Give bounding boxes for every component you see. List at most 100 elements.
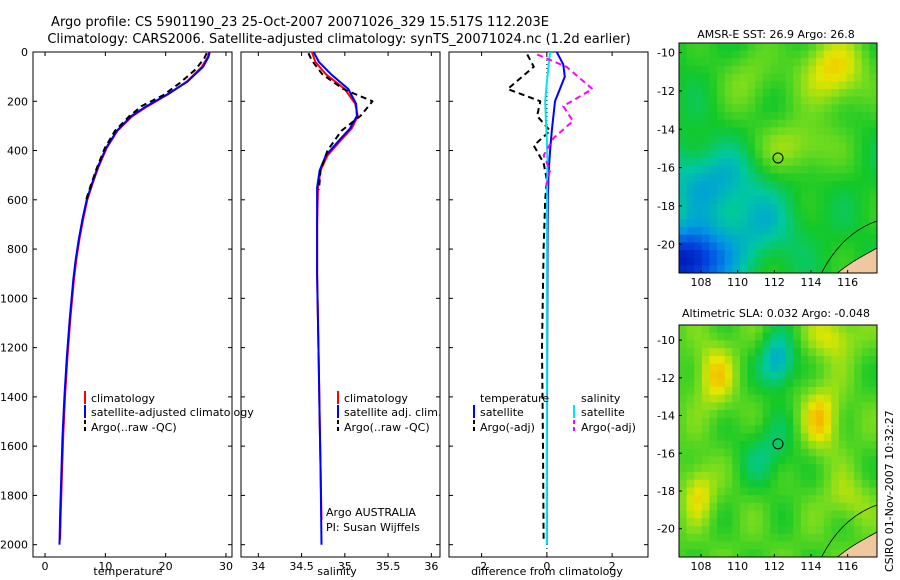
heatmap-cell [861,510,870,519]
heatmap-cell [679,510,688,519]
heatmap-cell [800,332,810,342]
heatmap-cell [808,227,817,236]
heatmap-cell [869,448,877,458]
heatmap-cell [778,265,787,273]
heatmap-cell [686,533,695,543]
heatmap-cell [770,188,779,197]
heatmap-cell [869,394,877,403]
heatmap-cell [709,135,718,144]
heatmap-cell [846,219,855,228]
heatmap-cell [739,379,749,388]
heatmap-cell [785,43,794,52]
heatmap-cell [785,448,794,458]
heatmap-cell [838,325,848,334]
heatmap-cell [679,81,688,90]
salinity-legend: climatology satellite adj. clim. Argo(..… [326,391,441,534]
heatmap-cell [869,96,877,105]
heatmap-cell [694,425,703,434]
heatmap-cell [739,227,749,236]
heatmap-cell [747,257,756,266]
heatmap-cell [686,165,695,174]
heatmap-cell [717,526,726,535]
heatmap-cell [831,526,840,535]
heatmap-cell [778,325,787,334]
heatmap-cell [800,265,810,273]
heatmap-cell [762,441,771,450]
heatmap-cell [869,127,877,136]
heatmap-cell [831,441,840,450]
heatmap-cell [686,448,695,458]
heatmap-cell [694,386,703,396]
heatmap-cell [793,471,802,481]
heatmap-cell [762,448,771,458]
heatmap-cell [679,112,688,121]
heatmap-cell [838,386,848,396]
heatmap-cell [869,433,877,442]
heatmap-cell [686,158,695,167]
heatmap-cell [831,234,840,243]
heatmap-cell [701,242,711,251]
heatmap-cell [846,250,855,259]
heatmap-cell [846,73,855,82]
heatmap-cell [823,379,832,388]
heatmap-cell [816,135,825,144]
heatmap-cell [823,96,832,105]
heatmap-cell [701,495,711,504]
shelf-contour [821,220,877,273]
heatmap-cell [701,502,711,512]
heatmap-cell [747,479,756,488]
heatmap-cell [816,464,825,473]
float-pi-label: PI: Susan Wijffels [326,521,420,534]
heatmap-cell [694,81,703,90]
heatmap-cell [816,510,825,519]
heatmap-cell [846,227,855,236]
difference-legend: temperature satellite Argo(-adj) salinit… [473,392,636,434]
heatmap-cell [869,425,877,434]
heatmap-cell [739,165,749,174]
heatmap-cell [732,441,741,450]
heatmap-cell [717,73,726,82]
heatmap-cell [816,257,825,266]
heatmap-cell [694,394,703,403]
heatmap-cell [816,471,825,481]
heatmap-cell [717,211,726,220]
heatmap-cell [854,518,863,527]
heatmap-cell [739,410,749,419]
heatmap-cell [808,510,817,519]
heatmap-cell [846,96,855,105]
heatmap-cell [808,234,817,243]
heatmap-cell [854,234,863,243]
heatmap-cell [778,394,787,403]
heatmap-cell [762,502,771,512]
heatmap-cell [846,394,855,403]
argo-location-marker [772,438,784,450]
heatmap-cell [755,502,764,512]
heatmap-cell [686,325,695,334]
heatmap-cell [800,127,810,136]
heatmap-cell [861,394,870,403]
heatmap-cell [770,96,779,105]
heatmap-cell [755,402,764,411]
heatmap-cell [854,96,863,105]
heatmap-cell [785,441,794,450]
heatmap-cell [854,158,863,167]
heatmap-cell [724,425,733,434]
heatmap-cell [831,119,840,128]
heatmap-cell [823,487,832,496]
heatmap-cell [808,188,817,197]
heatmap-cell [861,66,870,75]
heatmap-cell [732,363,741,372]
heatmap-cell [686,502,695,512]
heatmap-cell [785,196,794,205]
heatmap-cell [732,417,741,427]
heatmap-cell [709,348,718,357]
heatmap-cell [778,181,787,190]
sla-heatmap [679,325,877,557]
heatmap-cell [861,417,870,427]
heatmap-cell [808,181,817,190]
heatmap-cell [739,211,749,220]
heatmap-cell [762,479,771,488]
heatmap-cell [785,526,794,535]
legend-label-argo: Argo(..raw -QC) [91,421,177,434]
